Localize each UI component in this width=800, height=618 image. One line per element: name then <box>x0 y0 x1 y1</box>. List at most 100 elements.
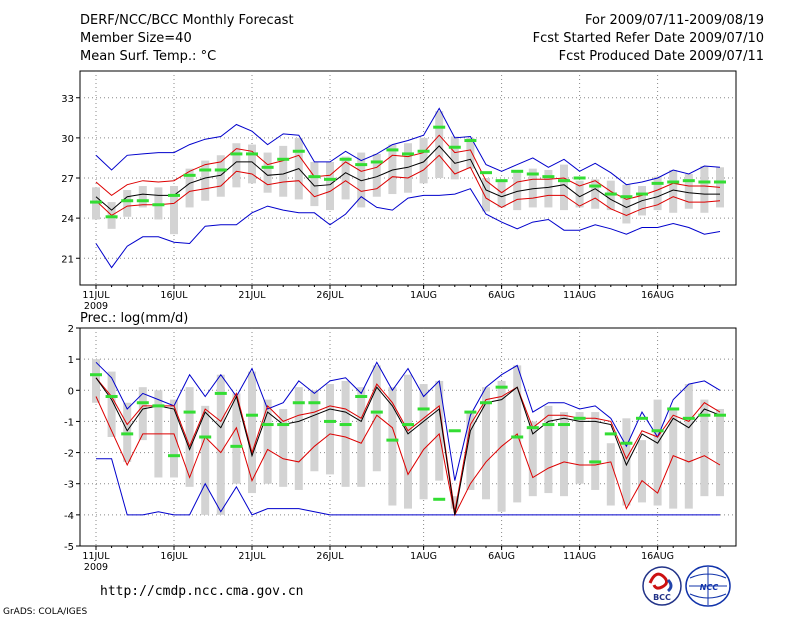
bcc-logo: BCC <box>642 566 682 606</box>
prec-spread-box <box>263 399 272 484</box>
temp-spread-box <box>388 144 397 195</box>
precipitation-panel: -5 -4 -3 -2 -1 0 1 2 11JUL 16JUL 21JUL 26JUL 1AUG 6AU… <box>64 324 737 573</box>
ncc-logo: NCC <box>685 565 731 607</box>
prec-spread-box <box>669 408 678 509</box>
prec-xtick-label: 1AUG <box>410 551 437 562</box>
temp-spread-box <box>326 161 334 211</box>
prec-spread-box <box>388 387 397 506</box>
ncc-logo-text: NCC <box>700 583 719 592</box>
temp-spread-box <box>123 190 132 217</box>
prec-spread-box <box>138 387 147 441</box>
prec-mean-line <box>95 377 721 515</box>
temp-spread-box <box>622 184 631 224</box>
prec-xtick-label: 11AUG <box>563 551 596 562</box>
prec-xtick-label: 16JUL <box>160 551 188 562</box>
temp-spread-box <box>248 144 256 184</box>
source-url: http://cmdp.ncc.cma.gov.cn <box>100 584 304 599</box>
prec-spread-box <box>341 380 350 487</box>
temp-spread-box <box>482 178 490 212</box>
prec-spread-box <box>185 387 194 487</box>
temp-spread-box <box>466 137 475 169</box>
prec-spread-box <box>326 384 334 475</box>
prec-ytick-label: -3 <box>64 480 74 491</box>
prec-spread-box <box>450 496 459 509</box>
prec-spread-box <box>294 387 303 490</box>
temp-max-line <box>95 107 721 186</box>
prec-spread-box <box>92 359 100 403</box>
prec-xtick-label: 6AUG <box>488 551 515 562</box>
chart-title: DERF/NCC/BCC Monthly Forecast <box>80 13 294 28</box>
prec-xtick-label: 21JUL <box>238 551 266 562</box>
temp-spread-box <box>372 153 381 197</box>
temp-mean-line <box>95 145 720 211</box>
temp-xtick-label: 11JUL <box>82 290 110 301</box>
temp-min-line <box>95 188 721 269</box>
prec-spread-box <box>107 371 116 437</box>
temp-xtick-label: 21JUL <box>238 290 266 301</box>
prec-ytick-label: 0 <box>68 386 74 397</box>
temp-spread-box <box>341 156 350 200</box>
prec-max-line <box>95 361 721 481</box>
prec-spread-box <box>216 374 225 515</box>
prec-ytick-label: -2 <box>64 449 74 460</box>
temp-spread-box <box>684 173 693 209</box>
temp-ytick-label: 33 <box>61 94 74 105</box>
temp-ytick-label: 30 <box>61 134 74 145</box>
prec-spread-box <box>248 371 256 494</box>
temperature-panel: 21 24 27 30 33 11JUL 16JUL 21JUL 26JUL 1AUG 6AUG 11… <box>61 70 737 312</box>
prec-spread-box <box>544 405 553 494</box>
precip-variable-label: Prec.: log(mm/d) <box>80 311 188 326</box>
temp-ytick-label: 27 <box>61 174 74 185</box>
temp-ytick-label: 21 <box>61 254 74 265</box>
prec-spread-box <box>482 387 490 500</box>
prec-spread-box <box>466 412 475 490</box>
temp-xtick-label: 11AUG <box>563 290 596 301</box>
temp-spread-box <box>216 155 225 197</box>
temp-xtick-label: 26JUL <box>316 290 344 301</box>
temp-ytick-label: 24 <box>61 214 74 225</box>
temp-spread-box <box>435 111 444 178</box>
temp-spread-box <box>497 180 506 208</box>
prec-spread-box <box>232 393 241 484</box>
prec-ytick-label: 2 <box>68 324 74 335</box>
bcc-logo-text: BCC <box>653 593 671 602</box>
prec-spread-box <box>684 384 693 509</box>
prec-spread-box <box>622 418 631 506</box>
temp-xtick-label: 6AUG <box>488 290 515 301</box>
temp-xtick-label: 16AUG <box>641 290 674 301</box>
temp-spread-box <box>513 169 522 211</box>
temp-spread-box <box>419 137 428 184</box>
temp-xtick-label: 16JUL <box>160 290 188 301</box>
temp-spread-box <box>201 160 210 201</box>
temp-spread-box <box>232 143 241 188</box>
prec-spread-box <box>606 443 615 506</box>
temp-xtick-label: 1AUG <box>410 290 437 301</box>
prec-spread-box <box>372 365 381 472</box>
prec-xtick-label: 26JUL <box>316 551 344 562</box>
forecast-period: For 2009/07/11-2009/08/19 <box>585 13 764 28</box>
temp-spread-box <box>669 169 678 213</box>
forecast-start-date: Fcst Started Refer Date 2009/07/10 <box>533 31 764 46</box>
forecast-produced-date: Fcst Produced Date 2009/07/11 <box>559 49 764 64</box>
temp-spread-box <box>404 143 412 193</box>
temp-variable-label: Mean Surf. Temp.: °C <box>80 49 216 64</box>
temp-spread-box <box>170 186 178 235</box>
prec-spread-box <box>170 399 178 478</box>
temp-spread-box <box>575 180 584 208</box>
prec-ytick-label: -5 <box>64 542 74 553</box>
prec-spread-box <box>310 390 319 472</box>
temp-spread-box <box>185 168 194 208</box>
temp-spread-box <box>544 169 553 208</box>
prec-xtick-label: 16AUG <box>641 551 674 562</box>
member-size: Member Size=40 <box>80 31 192 46</box>
prec-spread-box <box>201 405 210 515</box>
prec-ytick-label: -1 <box>64 417 74 428</box>
grads-credit: GrADS: COLA/IGES <box>3 607 87 617</box>
temp-spread-box <box>310 161 319 207</box>
prec-ytick-label: -4 <box>64 511 74 522</box>
temp-spread-box <box>279 145 288 197</box>
prec-spread-box <box>435 380 444 481</box>
temp-spread-box <box>591 179 600 209</box>
temp-spread-box <box>263 152 272 193</box>
